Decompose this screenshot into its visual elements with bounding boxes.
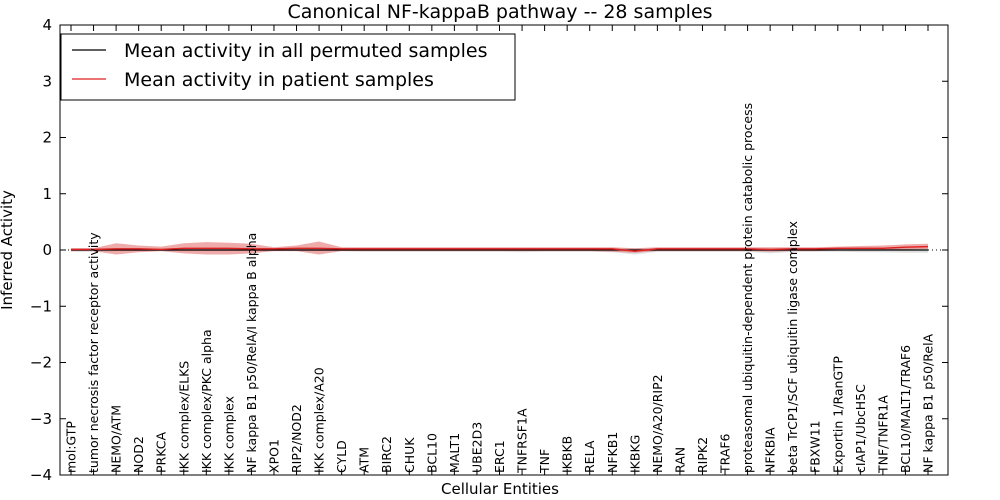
category-label: XPO1 [266, 439, 281, 473]
category-label: TNFRSF1A [515, 408, 530, 474]
category-labels: mol:GTP tumor necrosis factor receptor ac… [64, 103, 936, 474]
category-label: ATM [357, 447, 372, 473]
category-label: NEMO/ATM [109, 405, 124, 473]
y-axis-ticks: −4 −3 −2 −1 0 1 2 3 4 [30, 16, 948, 484]
category-label: NOD2 [131, 436, 146, 473]
legend: Mean activity in all permuted samples Me… [60, 33, 516, 101]
category-label: RELA [582, 440, 597, 473]
y-tick-label: 1 [42, 185, 52, 203]
category-label: beta TrCP1/SCF ubiquitin ligase complex [785, 221, 800, 473]
category-label: Exportin 1/RanGTP [830, 356, 845, 473]
category-label: NF kappa B1 p50/RelA/I kappa B alpha [244, 233, 259, 473]
category-label: IKK complex/A20 [312, 367, 327, 473]
category-label: CYLD [334, 440, 349, 473]
category-label: BIRC2 [379, 436, 394, 473]
category-label: mol:GTP [64, 421, 79, 473]
y-tick-label: 2 [42, 129, 52, 147]
category-label: NFKB1 [605, 432, 620, 473]
category-label: RIPK2 [695, 437, 710, 473]
category-label: proteasomal ubiquitin-dependent protein … [740, 103, 755, 473]
line-series-1 [71, 245, 929, 252]
y-tick-label: −3 [30, 410, 52, 428]
band-series-1 [71, 241, 928, 255]
category-label: CHUK [402, 437, 417, 473]
category-label: TNF [537, 449, 552, 474]
legend-label-patient: Mean activity in patient samples [124, 69, 434, 91]
y-axis-label: Inferred Activity [0, 190, 16, 310]
category-label: NFKBIA [763, 427, 778, 473]
category-label: IKK complex [221, 396, 236, 473]
category-label: RIP2/NOD2 [289, 404, 304, 473]
y-tick-label: 4 [42, 16, 52, 34]
y-tick-label: −1 [30, 297, 52, 315]
y-tick-label: −2 [30, 354, 52, 372]
category-label: IKBKB [560, 436, 575, 473]
category-label: UBE2D3 [469, 422, 484, 473]
category-label: IKBKG [627, 435, 642, 473]
x-axis-ticks [70, 25, 929, 475]
category-label: TNF/TNFR1A [875, 395, 890, 474]
y-tick-label: −4 [30, 466, 52, 484]
category-label: NEMO/A20/RIP2 [650, 374, 665, 473]
chart-title: Canonical NF-kappaB pathway -- 28 sample… [287, 1, 712, 23]
category-label: RAN [672, 447, 687, 473]
category-label: FBXW11 [808, 420, 823, 473]
legend-box [60, 33, 516, 101]
y-tick-label: 3 [42, 72, 52, 90]
category-label: MALT1 [447, 433, 462, 473]
y-tick-label: 0 [42, 241, 52, 259]
category-label: BCL10 [424, 433, 439, 473]
category-label: NF kappa B1 p50/RelA [921, 333, 936, 473]
category-label: ERC1 [492, 440, 507, 473]
series-lines [60, 245, 948, 252]
category-label: IKK complex/PKC alpha [199, 329, 214, 473]
category-label: TRAF6 [718, 433, 733, 474]
category-label: cIAP1/UbcH5C [853, 384, 868, 473]
category-label: tumor necrosis factor receptor activity [86, 232, 101, 473]
legend-label-permuted: Mean activity in all permuted samples [124, 40, 487, 62]
category-label: IKK complex/ELKS [176, 361, 191, 473]
category-label: PRKCA [154, 432, 169, 473]
x-axis-label: Cellular Entities [441, 480, 559, 498]
category-label: BCL10/MALT1/TRAF6 [898, 345, 913, 473]
